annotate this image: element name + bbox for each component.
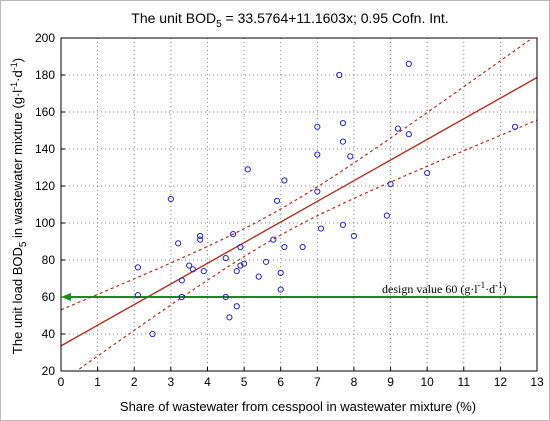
data-point <box>134 264 141 271</box>
y-tick-label: 40 <box>42 327 56 341</box>
design-value-label: design value 60 (g·l-1·d-1) <box>382 280 507 296</box>
data-point <box>317 225 325 232</box>
grid <box>61 38 537 371</box>
data-point <box>167 195 174 203</box>
y-tick-label: 80 <box>42 253 56 267</box>
data-point <box>314 151 321 158</box>
data-point <box>281 177 288 184</box>
data-point <box>383 212 390 219</box>
x-tick-label: 4 <box>204 375 211 389</box>
data-point <box>149 330 156 338</box>
data-point <box>226 314 233 321</box>
data-point <box>424 169 431 177</box>
data-point <box>262 258 270 265</box>
data-point <box>339 138 347 145</box>
data-point <box>178 293 185 301</box>
data-point <box>240 260 248 267</box>
y-tick-label: 200 <box>35 31 55 45</box>
data-point <box>350 232 358 240</box>
data-point <box>237 262 244 269</box>
data-point <box>405 60 412 68</box>
x-tick-label: 1 <box>94 375 101 389</box>
data-point <box>134 292 141 299</box>
data-point <box>237 243 244 251</box>
design-line-group <box>61 293 537 301</box>
data-point <box>186 262 193 269</box>
regression-line-group <box>60 76 538 347</box>
data-points <box>134 60 519 338</box>
data-point <box>336 71 343 79</box>
data-point <box>299 243 306 251</box>
data-point <box>314 188 321 195</box>
data-point <box>222 255 229 262</box>
y-axis-label: The unit load BOD5 in wastewater mixture… <box>9 58 29 354</box>
x-tick-label: 9 <box>387 375 394 389</box>
plot-area-border <box>60 37 538 372</box>
x-tick-label: 0 <box>58 375 65 389</box>
lower-confidence-line <box>78 119 538 370</box>
data-point <box>277 269 284 277</box>
y-tick-label: 120 <box>35 179 55 193</box>
data-point <box>233 268 240 275</box>
data-point <box>405 131 412 138</box>
regression-line <box>60 76 538 347</box>
data-point <box>387 181 394 188</box>
y-tick-label: 180 <box>35 68 55 82</box>
x-axis-label: Share of wastewater from cesspool in was… <box>120 399 476 414</box>
data-point <box>511 123 519 130</box>
x-tick-label: 6 <box>277 375 284 389</box>
data-point <box>233 303 240 310</box>
x-tick-label: 8 <box>351 375 358 389</box>
x-tick-label: 3 <box>168 375 175 389</box>
y-tick-label: 160 <box>35 105 55 119</box>
data-point <box>178 277 185 284</box>
design-line-arrowhead <box>61 293 71 301</box>
data-point <box>200 268 207 275</box>
x-tick-label: 10 <box>420 375 434 389</box>
data-point <box>347 153 354 160</box>
data-point <box>314 123 321 130</box>
x-tick-label: 5 <box>241 375 248 389</box>
x-tick-label: 2 <box>131 375 138 389</box>
data-point <box>175 240 182 247</box>
chart-title: The unit BOD5 = 33.5764+11.1603x; 0.95 C… <box>131 10 448 30</box>
upper-confidence-line <box>60 39 531 311</box>
y-tick-label: 140 <box>35 142 55 156</box>
y-tick-label: 20 <box>42 364 56 378</box>
data-point <box>277 286 284 293</box>
data-point <box>273 197 281 204</box>
confidence-band <box>60 39 538 370</box>
y-tick-label: 100 <box>35 216 55 230</box>
data-point <box>189 266 196 273</box>
x-tick-label: 7 <box>314 375 321 389</box>
data-point <box>244 166 251 173</box>
x-tick-label: 12 <box>494 375 508 389</box>
x-tick-label: 13 <box>530 375 544 389</box>
axis-ticks: 0 1 2 3 4 5 6 7 8 9 10 11 12 132040608010012014016018… <box>35 31 544 389</box>
data-point <box>197 232 204 240</box>
data-point <box>339 221 347 228</box>
data-point <box>339 120 347 127</box>
x-tick-label: 11 <box>458 375 471 389</box>
data-point <box>394 125 401 132</box>
y-tick-label: 60 <box>42 290 56 304</box>
data-point <box>255 273 262 280</box>
data-point <box>229 231 237 238</box>
data-point <box>270 236 277 243</box>
data-point <box>222 293 229 301</box>
data-point <box>197 236 204 243</box>
data-point <box>281 243 288 251</box>
